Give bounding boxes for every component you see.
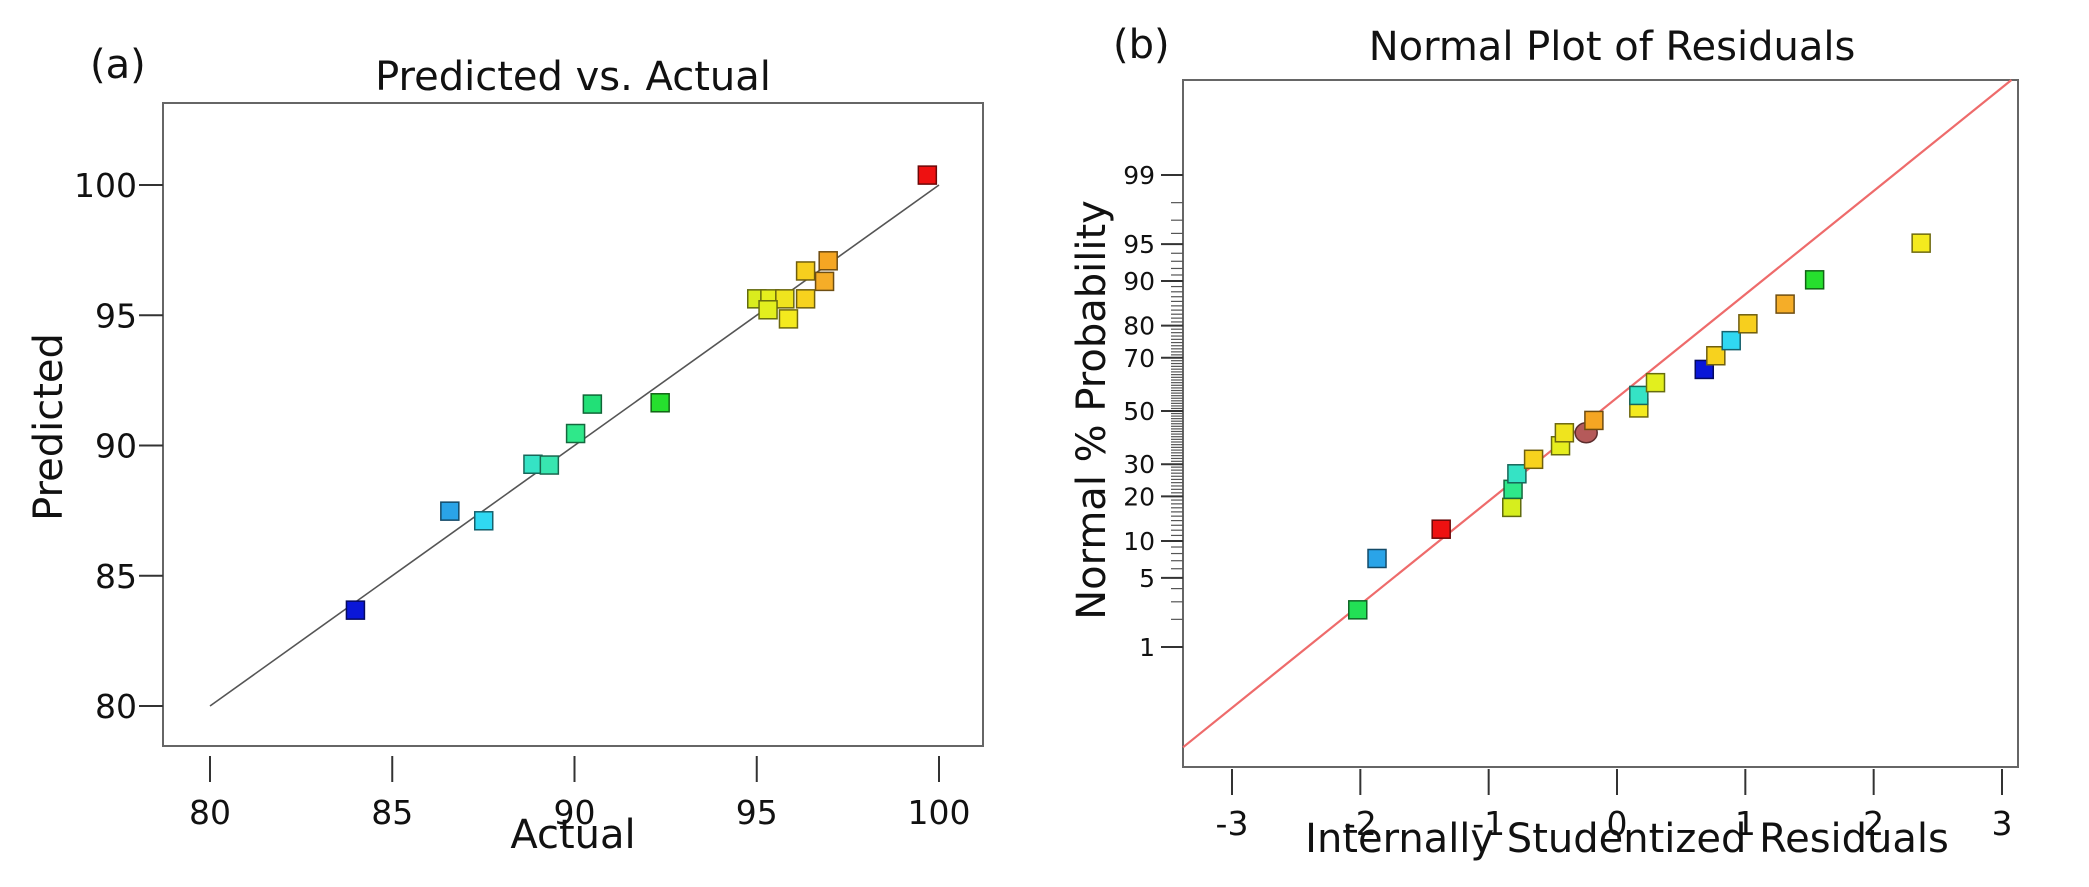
panel-a-data-point xyxy=(650,393,670,413)
panel-b-data-point xyxy=(1523,449,1544,470)
panel-a-data-point xyxy=(814,271,835,292)
panel-a-y-tick-label: 80 xyxy=(95,687,137,726)
panel-b-y-tick-label: 99 xyxy=(1123,161,1155,190)
panel-a-data-point xyxy=(818,251,838,271)
panel-b-y-tick-label: 80 xyxy=(1123,312,1155,341)
panel-a-label: (a) xyxy=(90,42,146,88)
panel-b-label: (b) xyxy=(1113,22,1170,68)
panel-a-x-tick-label: 85 xyxy=(371,793,413,832)
panel-b-data-point xyxy=(1804,270,1825,290)
panel-a-data-point xyxy=(758,300,778,320)
panel-b-data-point xyxy=(1629,385,1649,406)
panel-a-x-axis-label: Actual xyxy=(510,812,635,858)
panel-b-data-point xyxy=(1431,519,1451,539)
panel-b-data-point xyxy=(1348,600,1368,620)
panel-a-y-axis-label: Predicted xyxy=(26,333,72,521)
panel-b-y-tick-label: 1 xyxy=(1139,633,1155,662)
panel-normal-plot-of-residuals: (b) Normal Plot of Residuals -3 -2 -1 0 1 2 3 … xyxy=(1069,22,2019,862)
panel-b-data-point xyxy=(1367,548,1387,569)
panel-a-data-point xyxy=(539,455,560,475)
panel-b-y-axis-label: Normal % Probability xyxy=(1069,200,1115,620)
panel-a-data-point xyxy=(795,261,816,281)
panel-a-data-point xyxy=(440,501,460,521)
panel-b-title: Normal Plot of Residuals xyxy=(1369,24,1856,70)
panel-b-y-tick-label: 95 xyxy=(1123,230,1155,259)
panel-b-x-tick-label: -2 xyxy=(1344,804,1377,843)
panel-a-data-point xyxy=(778,309,799,329)
panel-a-data-point xyxy=(582,394,603,414)
panel-a-y-tick-label: 90 xyxy=(95,427,137,466)
panel-b-y-tick-label: 20 xyxy=(1123,482,1155,511)
panel-a-data-point xyxy=(523,454,543,475)
panel-a-y-tick-label: 95 xyxy=(95,296,137,335)
panel-a-data-point xyxy=(473,511,494,531)
panel-b-data-point xyxy=(1775,294,1795,314)
panel-b-data-point xyxy=(1502,497,1522,518)
panel-a-data-point xyxy=(917,165,938,185)
panel-b-x-tick-label: 1 xyxy=(1735,804,1756,843)
panel-a-x-tick-label: 90 xyxy=(554,793,596,832)
panel-predicted-vs-actual: (a) Predicted vs. Actual 80 85 90 95 100 80 8… xyxy=(26,42,984,858)
panel-b-y-tick-label: 50 xyxy=(1123,397,1155,426)
panel-b-y-tick-label: 5 xyxy=(1139,564,1155,593)
panel-b-data-point xyxy=(1554,423,1575,443)
panel-a-x-tick-label: 100 xyxy=(908,793,971,832)
panel-b-x-tick-label: 0 xyxy=(1607,804,1628,843)
panel-b-x-tick-label: 3 xyxy=(1992,804,2013,843)
panel-b-data-point xyxy=(1645,372,1666,393)
panel-b-data-point xyxy=(1721,330,1741,351)
panel-b-data-point xyxy=(1507,464,1527,484)
panel-b-x-tick-label: -1 xyxy=(1472,804,1505,843)
panel-b-y-tick-label: 90 xyxy=(1123,267,1155,296)
panel-a-x-tick-label: 80 xyxy=(189,793,231,832)
panel-b-data-point xyxy=(1738,314,1758,334)
panel-a-data-point xyxy=(775,289,795,309)
panel-b-data-point xyxy=(1911,233,1931,253)
panel-a-data-point xyxy=(795,289,816,309)
panel-a-y-tick-label: 100 xyxy=(74,166,137,205)
panel-a-title: Predicted vs. Actual xyxy=(375,54,771,100)
panel-b-y-tick-label: 10 xyxy=(1123,527,1155,556)
panel-b-y-tick-label: 70 xyxy=(1123,344,1155,373)
panel-b-y-tick-label: 30 xyxy=(1123,450,1155,479)
panel-a-data-point xyxy=(345,600,366,620)
panel-a-plot-frame xyxy=(162,102,984,747)
panel-b-data-point xyxy=(1706,345,1726,366)
panel-a-y-tick-label: 85 xyxy=(95,557,137,596)
panel-b-data-point xyxy=(1584,410,1604,431)
panel-b-x-tick-label: -3 xyxy=(1216,804,1249,843)
panel-b-x-axis-label: Internally Studentized Residuals xyxy=(1305,816,1949,862)
panel-b-x-tick-label: 2 xyxy=(1863,804,1884,843)
panel-a-data-point xyxy=(565,423,586,444)
panel-a-x-tick-label: 95 xyxy=(736,793,778,832)
